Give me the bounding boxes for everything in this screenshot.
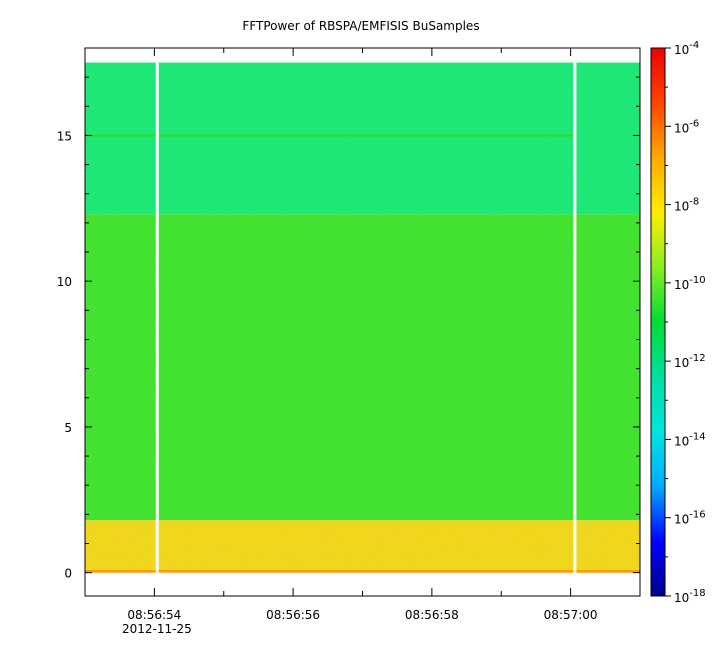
data-gaps [155, 62, 577, 573]
gap-1 [573, 62, 577, 573]
date-label: 2012-11-25 [122, 622, 192, 636]
y-tick-label: 0 [64, 567, 72, 581]
colorbar-tick-label: 10-4 [674, 40, 699, 57]
x-tick-label: 08:56:56 [266, 608, 320, 622]
x-axis: 08:56:54 08:56:56 08:56:58 08:57:00 [84, 48, 641, 622]
colorbar-ticks: 10-4 10-6 10-8 10-10 10-12 10-14 10-16 10-18 [665, 40, 706, 605]
colorbar-tick-label: 10-8 [674, 197, 699, 214]
x-tick-label: 08:56:58 [405, 608, 459, 622]
colorbar-tick-label: 10-14 [674, 431, 706, 448]
colorbar-tick-label: 10-18 [674, 588, 706, 605]
y-tick-label: 15 [57, 129, 72, 143]
colorbar: 10-4 10-6 10-8 10-10 10-12 10-14 10-16 10-18 [650, 40, 706, 605]
colorbar-tick-label: 10-6 [674, 118, 699, 135]
chart-title: FFTPower of RBSPA/EMFISIS BuSamples [242, 19, 479, 33]
plot-area [84, 47, 641, 597]
y-axis: 0 5 10 15 [57, 47, 640, 581]
gap-0 [155, 62, 159, 573]
x-tick-label: 08:57:00 [544, 608, 598, 622]
colorbar-gradient [651, 48, 665, 596]
colorbar-tick-label: 10-16 [674, 510, 706, 527]
y-tick-label: 5 [64, 421, 72, 435]
colorbar-tick-label: 10-10 [674, 275, 706, 292]
y-tick-label: 10 [57, 275, 72, 289]
x-tick-label: 08:56:54 [127, 608, 181, 622]
colorbar-tick-label: 10-12 [674, 353, 706, 370]
noise-texture [85, 62, 640, 573]
